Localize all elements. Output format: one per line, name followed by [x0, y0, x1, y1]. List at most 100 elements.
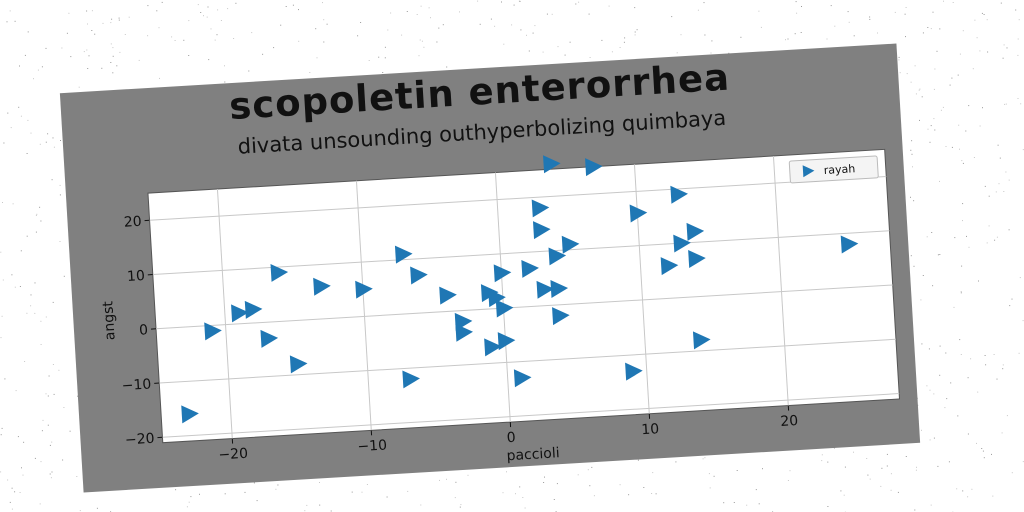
noise-speck: [298, 40, 300, 42]
data-point: [488, 289, 506, 308]
noise-speck: [652, 472, 654, 474]
noise-speck: [942, 106, 944, 108]
noise-speck: [991, 453, 992, 455]
noise-speck: [430, 17, 431, 19]
noise-speck: [494, 25, 496, 27]
noise-speck: [9, 10, 11, 12]
noise-speck: [217, 9, 219, 11]
noise-speck: [522, 497, 524, 498]
noise-speck: [330, 510, 332, 512]
data-point: [670, 185, 688, 204]
noise-speck: [186, 506, 188, 508]
noise-speck: [2, 279, 4, 281]
noise-speck: [1003, 44, 1005, 46]
noise-speck: [997, 144, 999, 146]
noise-speck: [655, 493, 657, 495]
noise-speck: [866, 458, 868, 459]
noise-speck: [418, 55, 420, 57]
noise-speck: [967, 377, 969, 379]
noise-speck: [11, 487, 13, 489]
noise-speck: [27, 119, 29, 121]
noise-speck: [49, 444, 51, 446]
noise-speck: [821, 460, 823, 462]
noise-speck: [1006, 47, 1008, 49]
noise-speck: [11, 274, 13, 276]
noise-speck: [1022, 320, 1024, 322]
noise-speck: [124, 34, 126, 35]
noise-speck: [982, 450, 984, 452]
noise-speck: [905, 7, 907, 8]
noise-speck: [227, 8, 229, 10]
data-point: [561, 235, 580, 254]
noise-speck: [203, 15, 204, 17]
noise-speck: [847, 11, 849, 13]
noise-speck: [20, 250, 22, 252]
noise-speck: [588, 13, 590, 15]
noise-speck: [913, 265, 915, 267]
data-point: [629, 204, 648, 223]
noise-speck: [981, 448, 983, 449]
noise-speck: [993, 354, 995, 355]
noise-speck: [87, 23, 88, 25]
data-point: [204, 322, 222, 341]
noise-speck: [9, 501, 11, 503]
data-point: [625, 362, 643, 381]
noise-speck: [42, 419, 44, 421]
noise-speck: [628, 494, 630, 496]
noise-speck: [0, 251, 2, 253]
noise-speck: [48, 375, 50, 377]
noise-speck: [988, 195, 990, 197]
noise-speck: [709, 487, 711, 489]
x-grid-line: [216, 188, 233, 439]
noise-speck: [1, 427, 3, 429]
noise-speck: [110, 62, 112, 63]
noise-speck: [454, 497, 456, 499]
data-point: [531, 199, 550, 218]
noise-speck: [224, 81, 226, 83]
noise-speck: [934, 68, 936, 70]
noise-speck: [905, 36, 906, 38]
noise-speck: [459, 11, 460, 13]
x-tick-label: −20: [218, 446, 248, 464]
noise-speck: [40, 320, 42, 322]
noise-speck: [292, 4, 294, 6]
noise-speck: [6, 21, 8, 23]
noise-speck: [899, 72, 901, 74]
noise-speck: [111, 18, 113, 20]
noise-speck: [982, 107, 983, 109]
noise-speck: [702, 458, 704, 460]
noise-speck: [21, 467, 22, 469]
noise-speck: [86, 49, 88, 51]
noise-speck: [69, 430, 71, 432]
noise-speck: [188, 501, 190, 503]
noise-speck: [962, 490, 964, 492]
noise-speck: [361, 491, 363, 493]
noise-speck: [52, 364, 54, 365]
noise-speck: [651, 493, 653, 494]
noise-speck: [49, 473, 51, 475]
x-grid-line: [355, 180, 372, 431]
noise-speck: [930, 125, 932, 127]
noise-speck: [401, 34, 403, 36]
noise-speck: [188, 55, 190, 56]
noise-speck: [999, 157, 1001, 159]
noise-speck: [51, 471, 53, 473]
noise-speck: [30, 132, 32, 134]
noise-speck: [233, 38, 235, 39]
noise-speck: [940, 109, 942, 111]
noise-speck: [971, 488, 973, 490]
noise-speck: [932, 285, 934, 287]
data-points: [181, 155, 859, 424]
noise-speck: [945, 352, 947, 354]
data-point: [244, 300, 263, 319]
noise-speck: [1018, 352, 1020, 354]
noise-speck: [697, 9, 699, 11]
noise-speck: [974, 19, 976, 21]
noise-speck: [1002, 368, 1004, 370]
noise-speck: [2, 202, 3, 203]
noise-speck: [382, 72, 384, 73]
noise-speck: [1005, 171, 1007, 173]
noise-speck: [958, 124, 960, 126]
noise-speck: [948, 461, 950, 463]
noise-speck: [910, 196, 911, 198]
